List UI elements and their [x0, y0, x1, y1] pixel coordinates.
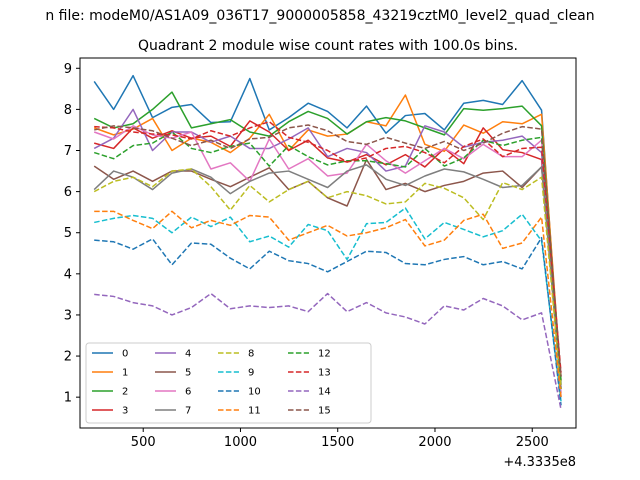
y-tick-label: 6 — [64, 185, 72, 200]
legend-label-1: 1 — [122, 368, 128, 379]
series-line-8 — [93, 168, 562, 390]
y-tick-label: 4 — [64, 267, 72, 282]
legend-label-9: 9 — [248, 368, 254, 379]
legend-label-10: 10 — [248, 387, 261, 398]
x-tick-label: 1000 — [224, 435, 257, 450]
legend-label-8: 8 — [248, 349, 254, 360]
series-line-2 — [93, 91, 562, 385]
series-line-13 — [94, 120, 562, 373]
y-tick-label: 2 — [64, 350, 72, 365]
x-axis-ticks: 500 1000 1500 2000 2500 — [131, 428, 549, 450]
series-layer — [93, 74, 562, 410]
figure-suptitle: n file: modeM0/AS1A09_036T17_9000005858_… — [45, 8, 594, 24]
legend-label-7: 7 — [185, 406, 191, 417]
series-line-9 — [94, 207, 562, 402]
legend-label-11: 11 — [248, 406, 261, 417]
legend-label-5: 5 — [185, 368, 191, 379]
axes-frame — [79, 57, 577, 429]
legend-label-12: 12 — [318, 349, 331, 360]
y-tick-label: 5 — [64, 226, 72, 241]
y-tick-label: 7 — [64, 144, 72, 159]
legend-label-3: 3 — [122, 406, 128, 417]
series-line-14 — [94, 292, 562, 410]
x-tick-label: 2000 — [418, 435, 451, 450]
y-axis-ticks: 1 2 3 4 5 6 7 8 9 — [64, 62, 80, 406]
legend-label-15: 15 — [318, 406, 331, 417]
x-tick-label: 2500 — [516, 435, 549, 450]
y-tick-label: 8 — [64, 103, 72, 118]
legend-frame — [85, 342, 372, 424]
series-line-0 — [93, 74, 562, 389]
legend-label-13: 13 — [318, 368, 331, 379]
series-line-10 — [94, 236, 562, 406]
series-line-12 — [93, 131, 562, 381]
y-tick-label: 3 — [64, 308, 72, 323]
chart-title: Quadrant 2 module wise count rates with … — [138, 38, 518, 54]
x-tick-label: 1500 — [321, 435, 354, 450]
series-line-15 — [94, 124, 562, 377]
legend-label-2: 2 — [122, 387, 128, 398]
legend-label-0: 0 — [122, 349, 128, 360]
legend-label-6: 6 — [185, 387, 191, 398]
legend-label-4: 4 — [185, 349, 191, 360]
series-line-7 — [93, 164, 562, 390]
y-tick-label: 1 — [64, 391, 72, 406]
legend-label-14: 14 — [318, 387, 331, 398]
series-line-11 — [94, 210, 562, 398]
x-axis-offset-text: +4.3335e8 — [503, 455, 576, 470]
series-line-3 — [94, 120, 562, 390]
series-line-1 — [93, 94, 562, 381]
x-tick-label: 500 — [131, 435, 156, 450]
y-tick-label: 9 — [64, 62, 72, 77]
